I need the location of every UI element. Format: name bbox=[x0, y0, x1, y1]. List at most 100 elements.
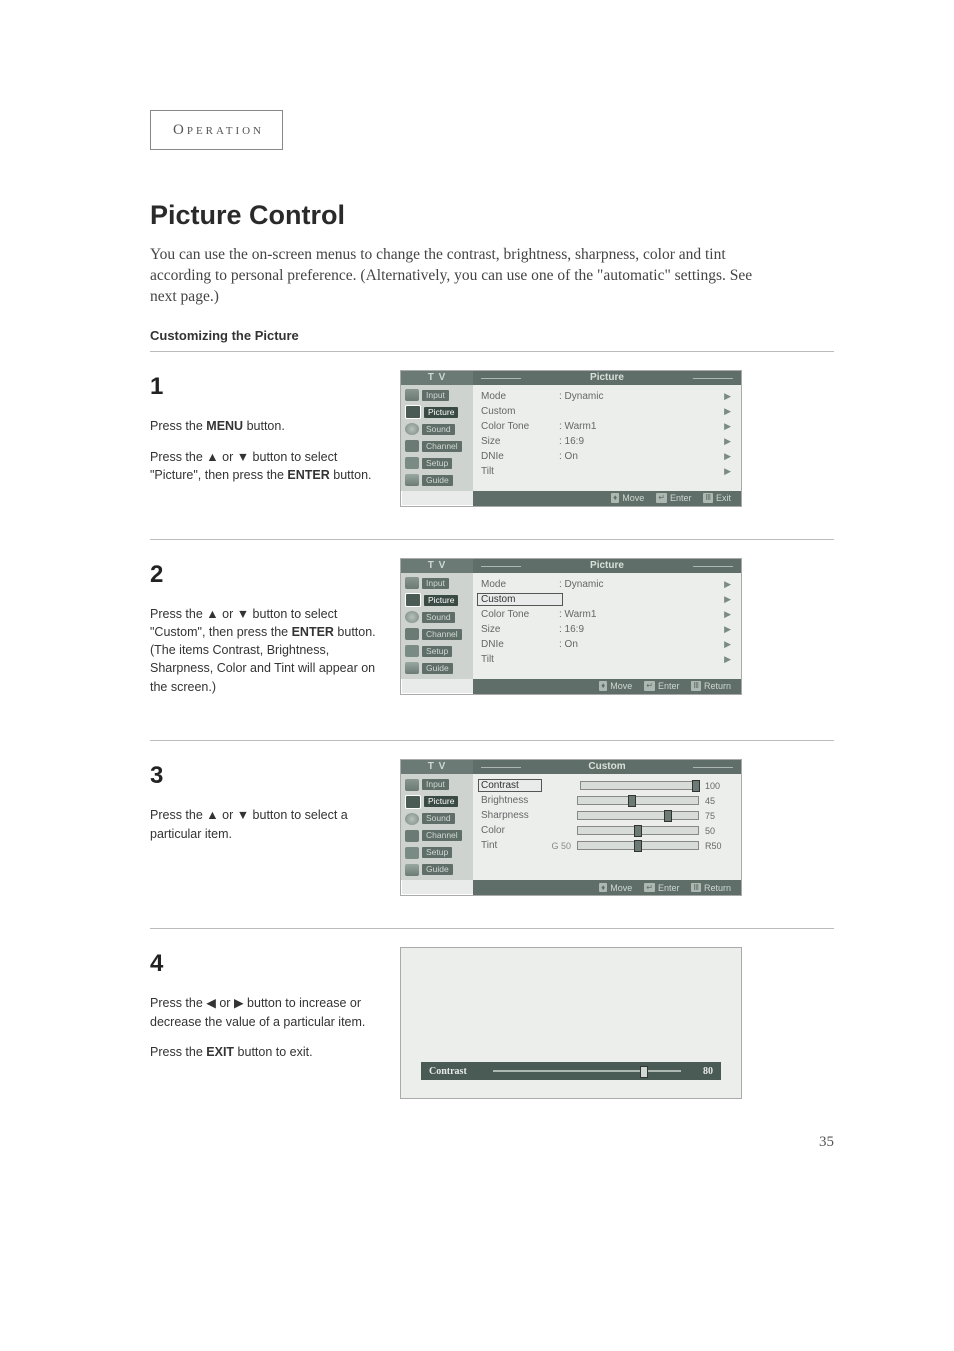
adjust-panel: Contrast 80 bbox=[400, 947, 742, 1099]
chevron-right-icon: ▶ bbox=[724, 406, 731, 417]
chevron-right-icon: ▶ bbox=[724, 436, 731, 447]
sound-icon bbox=[405, 611, 419, 623]
slider-thumb bbox=[634, 840, 642, 852]
slider-thumb bbox=[664, 810, 672, 822]
sound-icon bbox=[405, 813, 419, 825]
adjust-label: Contrast bbox=[429, 1066, 485, 1077]
osd-footer: ♦Move ↵Enter ⅢReturn bbox=[473, 679, 741, 694]
osd-sidebar: Input Picture Sound Channel Setup Guide bbox=[401, 385, 473, 491]
step-3-screenshot: T V Custom Input Picture Sound Channel S… bbox=[400, 759, 834, 896]
slider-thumb bbox=[628, 795, 636, 807]
slider-contrast: Contrast bbox=[478, 779, 542, 792]
adjust-thumb bbox=[640, 1066, 648, 1078]
menu-mode: Mode bbox=[481, 391, 559, 402]
move-icon: ♦ bbox=[599, 883, 607, 893]
manual-page: Operation Picture Control You can use th… bbox=[0, 0, 954, 1191]
guide-icon bbox=[405, 474, 419, 486]
menu-custom-selected: Custom bbox=[477, 593, 563, 606]
menu-custom: Custom bbox=[481, 406, 559, 417]
adjust-bar: Contrast 80 bbox=[421, 1062, 721, 1080]
chevron-right-icon: ▶ bbox=[724, 391, 731, 402]
osd-title: Picture bbox=[473, 559, 741, 573]
intro-paragraph: You can use the on-screen menus to chang… bbox=[150, 245, 770, 308]
channel-icon bbox=[405, 628, 419, 640]
step-2-text: 2 Press the ▲ or ▼ button to select "Cus… bbox=[150, 558, 400, 708]
page-number: 35 bbox=[819, 1134, 834, 1151]
step-4-line1: Press the ◀ or ▶ button to increase or d… bbox=[150, 994, 380, 1030]
step-1-line1: Press the MENU button. bbox=[150, 417, 380, 435]
menu-dnie: DNIe bbox=[481, 451, 559, 462]
step-3-row: 3 Press the ▲ or ▼ button to select a pa… bbox=[150, 740, 834, 928]
slider-thumb bbox=[634, 825, 642, 837]
chevron-right-icon: ▶ bbox=[724, 466, 731, 477]
slider-color: Color bbox=[481, 825, 539, 836]
osd-content: Mode: Dynamic▶ Custom▶ Color Tone: Warm1… bbox=[473, 573, 741, 679]
step-1-line2: Press the ▲ or ▼ button to select "Pictu… bbox=[150, 448, 380, 484]
step-2-row: 2 Press the ▲ or ▼ button to select "Cus… bbox=[150, 539, 834, 740]
chevron-right-icon: ▶ bbox=[724, 579, 731, 590]
enter-icon: ↵ bbox=[644, 681, 655, 691]
adjust-value: 80 bbox=[689, 1066, 713, 1077]
chevron-right-icon: ▶ bbox=[724, 451, 731, 462]
slider-track bbox=[577, 826, 699, 835]
osd-footer: ♦Move ↵Enter ⅢExit bbox=[473, 491, 741, 506]
menu-size: Size bbox=[481, 436, 559, 447]
side-picture: Picture bbox=[424, 407, 458, 418]
chevron-right-icon: ▶ bbox=[724, 654, 731, 665]
side-input: Input bbox=[422, 390, 449, 401]
page-title: Picture Control bbox=[150, 200, 834, 231]
slider-thumb bbox=[692, 780, 700, 792]
picture-icon bbox=[405, 795, 421, 809]
step-1-text: 1 Press the MENU button. Press the ▲ or … bbox=[150, 370, 400, 497]
chevron-right-icon: ▶ bbox=[724, 421, 731, 432]
chevron-right-icon: ▶ bbox=[724, 624, 731, 635]
slider-track bbox=[580, 781, 699, 790]
menu-colortone: Color Tone bbox=[481, 421, 559, 432]
section-header: Operation bbox=[173, 122, 264, 138]
step-2-number: 2 bbox=[150, 558, 380, 593]
step-2-line: Press the ▲ or ▼ button to select "Custo… bbox=[150, 605, 380, 696]
step-4-number: 4 bbox=[150, 947, 380, 982]
step-1-row: 1 Press the MENU button. Press the ▲ or … bbox=[150, 351, 834, 539]
section-header-box: Operation bbox=[150, 110, 283, 150]
chevron-right-icon: ▶ bbox=[724, 639, 731, 650]
slider-tint: Tint bbox=[481, 840, 539, 851]
slider-track bbox=[577, 811, 699, 820]
osd-sidebar: Input Picture Sound Channel Setup Guide bbox=[401, 573, 473, 679]
input-icon bbox=[405, 389, 419, 401]
osd-tv-label: T V bbox=[401, 559, 473, 573]
channel-icon bbox=[405, 440, 419, 452]
chevron-right-icon: ▶ bbox=[724, 594, 731, 605]
sound-icon bbox=[405, 423, 419, 435]
osd-title: Picture bbox=[473, 371, 741, 385]
enter-icon: ↵ bbox=[644, 883, 655, 893]
move-icon: ♦ bbox=[599, 681, 607, 691]
side-guide: Guide bbox=[422, 475, 453, 486]
chevron-right-icon: ▶ bbox=[724, 609, 731, 620]
picture-icon bbox=[405, 405, 421, 419]
setup-icon bbox=[405, 645, 419, 657]
move-icon: ♦ bbox=[611, 493, 619, 503]
input-icon bbox=[405, 577, 419, 589]
slider-brightness: Brightness bbox=[481, 795, 539, 806]
osd-panel-3: T V Custom Input Picture Sound Channel S… bbox=[400, 759, 742, 896]
side-setup: Setup bbox=[422, 458, 452, 469]
step-3-line: Press the ▲ or ▼ button to select a part… bbox=[150, 806, 380, 842]
exit-icon: Ⅲ bbox=[703, 493, 713, 503]
osd-content: Mode: Dynamic▶ Custom▶ Color Tone: Warm1… bbox=[473, 385, 741, 491]
step-4-row: 4 Press the ◀ or ▶ button to increase or… bbox=[150, 928, 834, 1131]
osd-panel-2: T V Picture Input Picture Sound Channel … bbox=[400, 558, 742, 695]
setup-icon bbox=[405, 847, 419, 859]
channel-icon bbox=[405, 830, 419, 842]
osd-title: Custom bbox=[473, 760, 741, 774]
slider-sharpness: Sharpness bbox=[481, 810, 539, 821]
step-4-screenshot: Contrast 80 bbox=[400, 947, 834, 1099]
side-channel: Channel bbox=[422, 441, 462, 452]
picture-icon bbox=[405, 593, 421, 607]
osd-tv-label: T V bbox=[401, 760, 473, 774]
step-1-number: 1 bbox=[150, 370, 380, 405]
side-sound: Sound bbox=[422, 424, 455, 435]
enter-icon: ↵ bbox=[656, 493, 667, 503]
osd-tv-label: T V bbox=[401, 371, 473, 385]
slider-track bbox=[577, 841, 699, 850]
